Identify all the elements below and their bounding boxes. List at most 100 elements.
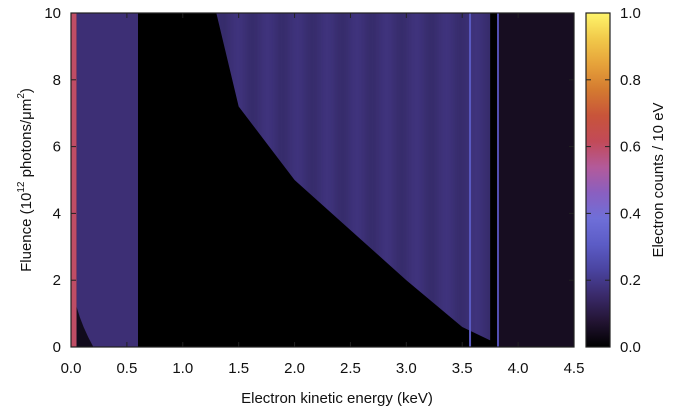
heatmap-stripe [298, 13, 299, 347]
heatmap-stripe [341, 13, 343, 347]
x-tick-label: 1.0 [172, 360, 193, 377]
heatmap-stripe [411, 13, 412, 347]
heatmap-line-1 [469, 13, 472, 347]
heatmap-stripe [377, 13, 379, 347]
heatmap-stripe [345, 13, 347, 347]
heatmap-stripe [301, 13, 302, 347]
heatmap-stripe [385, 13, 386, 347]
heatmap-stripe [352, 13, 353, 347]
heatmap-stripe [420, 13, 421, 347]
heatmap-stripe [225, 13, 228, 347]
heatmap-stripe [319, 13, 321, 347]
heatmap-stripe [286, 13, 288, 347]
heatmap-stripe [381, 13, 382, 347]
heatmap-stripe [434, 13, 437, 347]
heatmap-stripe [461, 13, 464, 347]
heatmap-stripe [371, 13, 374, 347]
heatmap-stripe [324, 13, 325, 347]
colorbar-tick-label: 1.0 [620, 5, 641, 22]
heatmap-stripe [306, 13, 308, 347]
heatmap-stripe [304, 13, 307, 347]
heatmap-stripe [393, 13, 395, 347]
heatmap-stripe [353, 13, 354, 347]
x-tick-label: 0.0 [61, 360, 82, 377]
heatmap-stripe [325, 13, 326, 347]
heatmap-stripe [333, 13, 335, 347]
axis-ticks: 0.0 0.5 1.0 1.5 2.0 2.5 3.0 3.5 4.0 4.5 0 2 4 6 8 10 [44, 5, 584, 377]
colorbar [585, 12, 611, 348]
y-axis-label-pre: Fluence (10 [18, 193, 35, 272]
heatmap-stripe [335, 13, 338, 347]
x-tick-label: 0.5 [116, 360, 137, 377]
heatmap-stripe [428, 13, 430, 347]
heatmap-stripe [328, 13, 329, 347]
heatmap-stripe [442, 13, 443, 347]
colorbar-tick-label: 0.2 [620, 272, 641, 289]
heatmap-stripe [262, 13, 263, 347]
heatmap-stripe [361, 13, 362, 347]
heatmap-stripe [236, 13, 237, 347]
colorbar-tick-label: 0.4 [620, 205, 641, 222]
heatmap-stripe [391, 13, 392, 347]
heatmap-stripe [257, 13, 260, 347]
heatmap-stripe [362, 13, 364, 347]
heatmap-stripe [429, 13, 431, 347]
heatmap-stripe [433, 13, 436, 347]
heatmap-stripe [392, 13, 394, 347]
heatmap-stripe [412, 13, 413, 347]
heatmap-stripe [406, 13, 409, 347]
y-tick-label: 0 [53, 339, 61, 356]
heatmap-stripe [229, 13, 232, 347]
heatmap-stripe [276, 13, 279, 347]
heatmap-stripe [302, 13, 303, 347]
heatmap-region-low-energy-plateau [76, 13, 139, 347]
heatmap-region-fluence-dependent-band-stripes [216, 13, 492, 347]
heatmap-stripe [487, 13, 489, 347]
heatmap-stripe [471, 13, 472, 347]
heatmap-stripe [311, 13, 313, 347]
heatmap-stripe [430, 13, 433, 347]
heatmap-stripe [374, 13, 376, 347]
heatmap-stripe [450, 13, 451, 347]
heatmap-stripe [280, 13, 283, 347]
heatmap-stripe [322, 13, 323, 347]
y-tick-label: 8 [53, 72, 61, 89]
y-axis-label-m: m [18, 99, 35, 112]
colorbar-tick-label: 0.8 [620, 72, 641, 89]
heatmap-stripe [284, 13, 287, 347]
colorbar-label: Electron counts / 10 eV [650, 102, 667, 257]
heatmap-stripe [294, 13, 295, 347]
x-tick-label: 3.5 [452, 360, 473, 377]
heatmap-stripe [312, 13, 315, 347]
heatmap-stripe [489, 13, 492, 347]
heatmap-stripe [318, 13, 320, 347]
heatmap-stripe [459, 13, 461, 347]
heatmap-stripe [316, 13, 319, 347]
heatmap-stripe [402, 13, 405, 347]
heatmap-stripe [483, 13, 485, 347]
y-tick-label: 6 [53, 139, 61, 156]
heatmap-stripe [415, 13, 416, 347]
heatmap-stripe [394, 13, 397, 347]
y-tick-label: 4 [53, 205, 61, 222]
heatmap-stripe [473, 13, 474, 347]
heatmap-stripe [438, 13, 441, 347]
heatmap-stripe [259, 13, 261, 347]
heatmap-stripe [363, 13, 366, 347]
heatmap-stripe [252, 13, 254, 347]
heatmap-stripe [245, 13, 248, 347]
y-tick-label: 10 [44, 5, 61, 22]
heatmap-stripe [456, 13, 458, 347]
heatmap-stripe [251, 13, 253, 347]
heatmap-stripe [330, 13, 331, 347]
heatmap-stripe [293, 13, 294, 347]
heatmap-stripe [218, 13, 221, 347]
heatmap-stripe [288, 13, 291, 347]
heatmap-stripe [397, 13, 399, 347]
plot-frame [70, 12, 575, 348]
heatmap-stripe [247, 13, 249, 347]
heatmap-stripe [220, 13, 222, 347]
heatmap-region-low-energy-edge-orange- [71, 13, 77, 347]
heatmap-stripe [426, 13, 429, 347]
heatmap-stripe [383, 13, 384, 347]
